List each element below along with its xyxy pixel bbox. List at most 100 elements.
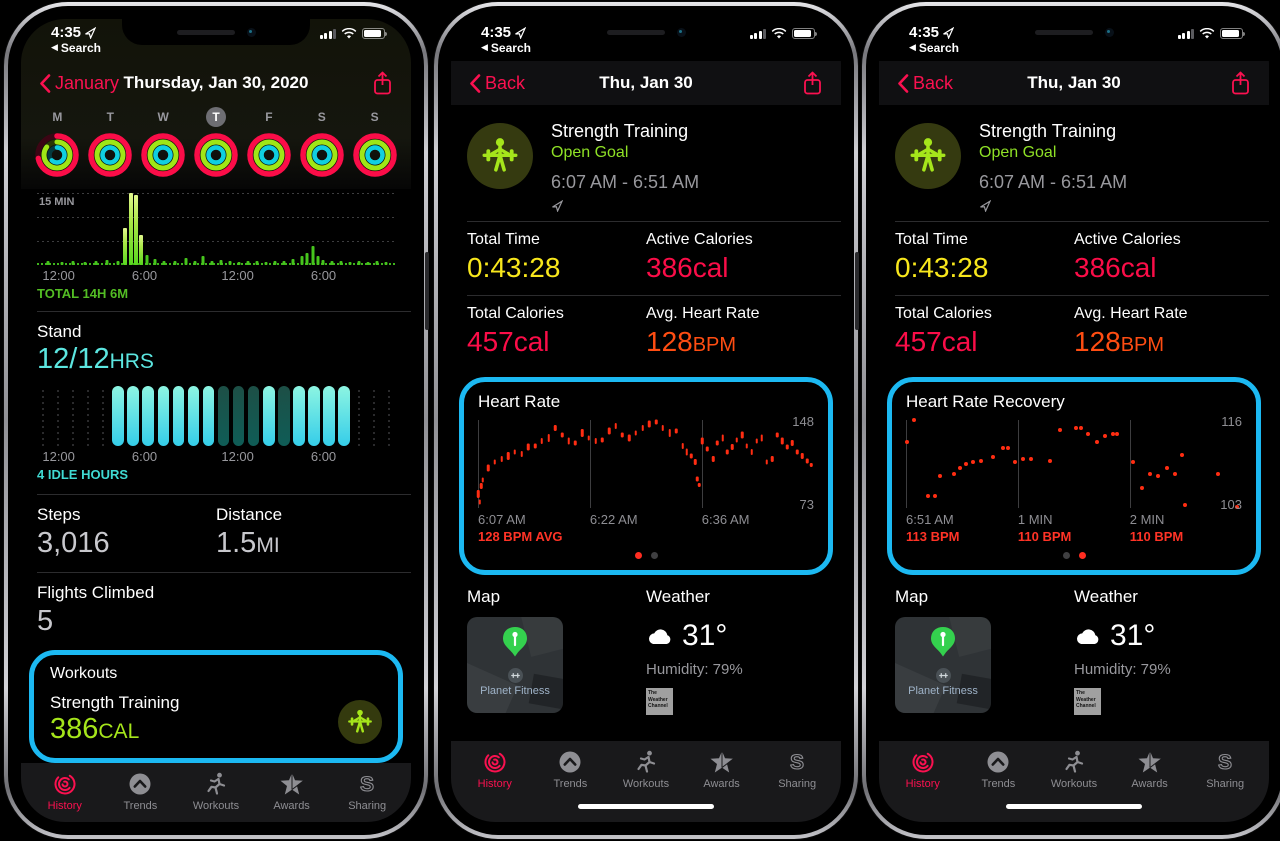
back-to-app-icon: ◀ bbox=[909, 42, 916, 53]
avg-heart-rate-value: 128BPM bbox=[1074, 326, 1165, 357]
distance-label: Distance bbox=[216, 505, 283, 524]
back-button[interactable]: Back bbox=[897, 73, 953, 94]
tab-history[interactable]: History bbox=[457, 749, 533, 790]
workouts-header: Workouts bbox=[50, 665, 118, 682]
day-tuesday[interactable]: T bbox=[84, 107, 137, 177]
flights-value: 5 bbox=[37, 605, 54, 637]
speaker bbox=[176, 29, 235, 35]
home-indicator[interactable] bbox=[1006, 803, 1142, 809]
battery-icon bbox=[1220, 28, 1245, 39]
workouts-icon bbox=[635, 749, 657, 775]
tab-sharing[interactable]: S Sharing bbox=[778, 749, 817, 790]
flights-label: Flights Climbed bbox=[37, 583, 155, 602]
heart-rate-chart-highlighted[interactable]: Heart Rate 148 73 6:07 AM 6:22 AM 6:36 A… bbox=[459, 377, 833, 575]
workouts-card-highlighted[interactable]: Workouts Strength Training 386CAL bbox=[29, 650, 403, 763]
strength-training-icon bbox=[338, 700, 382, 744]
back-button[interactable]: Back bbox=[469, 73, 525, 94]
sharing-icon: S bbox=[355, 771, 379, 797]
status-time: 4:35 bbox=[481, 24, 512, 41]
chevron-left-icon bbox=[470, 73, 481, 93]
day-wednesday[interactable]: W bbox=[137, 107, 190, 177]
map-label: Map bbox=[467, 587, 501, 606]
tab-trends[interactable]: Trends bbox=[533, 749, 609, 790]
home-indicator[interactable] bbox=[578, 803, 714, 809]
map-thumbnail[interactable]: Planet Fitness bbox=[467, 617, 563, 713]
share-button[interactable] bbox=[372, 71, 393, 96]
stand-value: 12/12HRS bbox=[37, 343, 154, 375]
activity-rings-icon bbox=[194, 133, 238, 177]
stand-x-axis: 12:00 6:00 12:00 6:00 bbox=[42, 449, 337, 464]
svg-text:S: S bbox=[790, 751, 804, 774]
phone-frame-right: 4:35 ◀ Search Back Thu, Jan 30 bbox=[862, 2, 1280, 839]
map-thumbnail[interactable]: Planet Fitness bbox=[895, 617, 991, 713]
wifi-icon bbox=[1199, 28, 1215, 39]
steps-value: 3,016 bbox=[37, 527, 110, 559]
workout-time-range: 6:07 AM - 6:51 AM bbox=[551, 172, 700, 192]
back-label: January bbox=[55, 72, 120, 93]
strength-training-icon bbox=[895, 123, 961, 189]
side-button bbox=[425, 252, 429, 330]
tab-workouts[interactable]: Workouts bbox=[178, 771, 254, 812]
back-to-app-icon: ◀ bbox=[51, 42, 58, 53]
workouts-icon bbox=[1063, 749, 1085, 775]
share-button[interactable] bbox=[1230, 71, 1251, 96]
tab-history[interactable]: History bbox=[885, 749, 961, 790]
avg-heart-rate-value: 128BPM bbox=[646, 326, 737, 357]
day-saturday[interactable]: S bbox=[295, 107, 348, 177]
awards-icon bbox=[1137, 749, 1163, 775]
front-camera-icon bbox=[1104, 27, 1114, 37]
exercise-chart[interactable]: 15 MIN 12:00 6:00 12:00 6:00 TOTAL 14H 6… bbox=[21, 189, 411, 301]
nav-bar: Back Thu, Jan 30 bbox=[879, 61, 1269, 105]
page-indicator bbox=[906, 545, 1242, 564]
back-to-app[interactable]: ◀ Search bbox=[909, 40, 959, 55]
day-friday[interactable]: F bbox=[242, 107, 295, 177]
y-max-label: 116 bbox=[1221, 414, 1242, 429]
avg-bpm-label-row: 128 BPM AVG bbox=[478, 529, 814, 545]
awards-icon bbox=[279, 771, 305, 797]
tab-history[interactable]: History bbox=[27, 771, 103, 812]
tab-awards[interactable]: Awards bbox=[254, 771, 330, 812]
heart-rate-recovery-chart-highlighted[interactable]: Heart Rate Recovery 116 103 6:51 AM 1 MI… bbox=[887, 377, 1261, 575]
activity-day-screen: 4:35 ◀ Search January bbox=[21, 19, 411, 822]
day-thursday-selected[interactable]: T bbox=[190, 107, 243, 177]
page-dot-active bbox=[634, 552, 642, 559]
back-label: Back bbox=[485, 72, 526, 93]
tab-sharing[interactable]: S Sharing bbox=[348, 771, 387, 812]
battery-icon bbox=[362, 28, 387, 39]
back-button-january[interactable]: January bbox=[39, 73, 119, 94]
day-monday[interactable]: M bbox=[31, 107, 84, 177]
week-rings-row: M T W T F S S bbox=[21, 105, 411, 189]
stats-row-2: Total Calories 457cal Avg. Heart Rate 128B… bbox=[451, 296, 841, 369]
idle-hours-label: 4 IDLE HOURS bbox=[37, 467, 129, 482]
back-to-app[interactable]: ◀ Search bbox=[481, 40, 531, 55]
exercise-x-axis: 12:00 6:00 12:00 6:00 bbox=[42, 268, 337, 283]
tab-awards[interactable]: Awards bbox=[684, 749, 760, 790]
weather-label: Weather bbox=[1074, 587, 1138, 606]
notch bbox=[122, 19, 310, 45]
day-sunday[interactable]: S bbox=[348, 107, 401, 177]
workout-time-range: 6:07 AM - 6:51 AM bbox=[979, 172, 1128, 192]
share-button[interactable] bbox=[802, 71, 823, 96]
tab-sharing[interactable]: S Sharing bbox=[1206, 750, 1245, 790]
back-to-app[interactable]: ◀ Search bbox=[51, 40, 101, 55]
tab-trends[interactable]: Trends bbox=[961, 749, 1037, 790]
exercise-total-label: TOTAL 14H 6M bbox=[37, 286, 129, 301]
fitness-poi-icon bbox=[507, 668, 523, 683]
share-icon bbox=[374, 71, 391, 94]
tab-workouts[interactable]: Workouts bbox=[608, 749, 684, 790]
wifi-icon bbox=[341, 28, 357, 39]
stand-chart[interactable] bbox=[37, 386, 395, 446]
sharing-icon: S bbox=[785, 749, 809, 775]
status-bar: 4:35 ◀ Search bbox=[21, 19, 411, 61]
tab-awards[interactable]: Awards bbox=[1112, 749, 1188, 790]
tab-workouts[interactable]: Workouts bbox=[1036, 749, 1112, 790]
map-weather-row: Map Planet Fitness Weather 31° Humidity:… bbox=[879, 575, 1269, 715]
activity-rings-icon bbox=[352, 133, 397, 177]
location-arrow-icon bbox=[515, 27, 527, 40]
speaker bbox=[1034, 29, 1093, 35]
tab-trends[interactable]: Trends bbox=[103, 771, 179, 812]
home-indicator-area bbox=[451, 790, 841, 822]
workout-detail-screen: 4:35 ◀ Search Back Thu, Jan 30 bbox=[451, 19, 841, 822]
active-calories-value: 386cal bbox=[1074, 252, 1157, 283]
distance-value: 1.5MI bbox=[216, 527, 280, 559]
